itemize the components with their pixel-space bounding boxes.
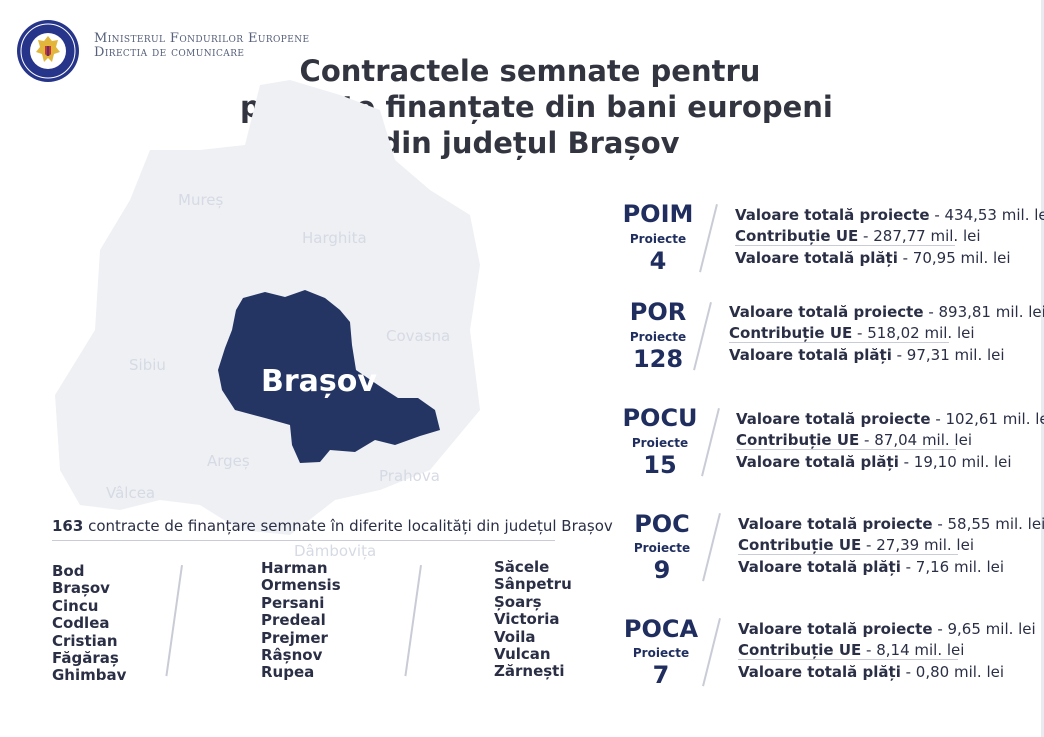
programme-eu-contribution: Contribuție UE - 518,02 mil. lei (729, 324, 975, 342)
locality-item: Victoria (494, 610, 560, 629)
programme-underline (729, 342, 949, 343)
locality-item: Prejmer (261, 628, 328, 647)
programme-name: POCU (622, 404, 698, 432)
programme-eu-contribution: Contribuție UE - 287,77 mil. lei (735, 227, 981, 245)
county-label-valcea: Vâlcea (106, 484, 156, 502)
programme-projects-count: 7 (652, 661, 670, 689)
county-label-dambovita: Dâmbovița (294, 542, 377, 560)
locality-item: Ghimbav (52, 666, 127, 685)
ministry-name: Ministerul Fondurilor Europene Directia … (94, 32, 309, 60)
contracts-summary: 163 contracte de finanțare semnate în di… (52, 517, 613, 535)
county-label-sibiu: Sibiu (129, 356, 166, 374)
programme-projects-label: Proiecte (629, 232, 687, 246)
locality-item: Brașov (52, 579, 110, 598)
title-line-1: Contractele semnate pentru (299, 54, 761, 88)
programme-projects-label: Proiecte (633, 541, 691, 555)
programme-total-value: Valoare totală proiecte - 9,65 mil. lei (738, 620, 1036, 638)
programme-total-payments: Valoare totală plăți - 97,31 mil. lei (729, 346, 1005, 364)
brasov-highlight-label: Brașov (261, 364, 377, 399)
programme-name: POR (629, 298, 687, 326)
programme-divider (702, 618, 721, 687)
government-seal-logo (17, 20, 79, 82)
programme-underline (738, 659, 958, 660)
localities-column-1: Bod Brașov Cincu Codlea Cristian Făgăraș… (52, 562, 127, 685)
county-map (55, 80, 480, 535)
locality-item: Săcele (494, 558, 550, 576)
programme-divider (701, 408, 720, 477)
programme-name: POC (634, 510, 690, 538)
county-label-covasna: Covasna (386, 327, 451, 345)
programme-underline (736, 449, 956, 450)
programme-projects-count: 15 (643, 451, 677, 479)
locality-item: Bod (52, 562, 85, 580)
locality-item: Cristian (52, 631, 118, 650)
localities-column-2: Harman Ormensis Persani Predeal Prejmer … (261, 559, 341, 682)
programme-projects-label: Proiecte (629, 330, 687, 344)
page-edge (1041, 0, 1044, 737)
programme-total-payments: Valoare totală plăți - 70,95 mil. lei (735, 249, 1011, 267)
brasov-county-shape (218, 290, 440, 463)
programme-name: POCA (623, 615, 699, 643)
contracts-caption: contracte de finanțare semnate în diferi… (88, 517, 613, 535)
programme-total-payments: Valoare totală plăți - 19,10 mil. lei (736, 453, 1012, 471)
programme-total-value: Valoare totală proiecte - 58,55 mil. lei (738, 515, 1044, 533)
programme-divider (702, 513, 721, 582)
ministry-line-1: Ministerul Fondurilor Europene (94, 31, 310, 46)
programme-total-payments: Valoare totală plăți - 7,16 mil. lei (738, 558, 1005, 576)
programme-projects-count: 9 (653, 556, 671, 584)
locality-item: Făgăraș (52, 649, 119, 668)
locality-item: Vulcan (494, 645, 551, 664)
programme-total-payments: Valoare totală plăți - 0,80 mil. lei (738, 663, 1005, 681)
column-divider (165, 565, 183, 677)
page-title: Contractele semnate pentru proiecte fina… (240, 53, 833, 161)
programme-projects-count: 4 (649, 247, 667, 275)
locality-item: Rupea (261, 663, 315, 682)
programme-underline (738, 554, 958, 555)
programme-total-value: Valoare totală proiecte - 434,53 mil. le… (735, 206, 1044, 224)
column-divider (404, 565, 422, 677)
programme-projects-count: 128 (632, 345, 684, 373)
locality-item: Ormensis (261, 576, 341, 595)
programme-name: POIM (622, 200, 694, 228)
county-label-prahova: Prahova (379, 467, 440, 485)
programme-projects-label: Proiecte (631, 436, 689, 450)
programme-eu-contribution: Contribuție UE - 87,04 mil. lei (736, 431, 972, 449)
contracts-underline (52, 540, 555, 541)
county-label-arges: Argeș (207, 452, 250, 470)
locality-item: Persani (261, 593, 325, 612)
ministry-line-2: Directia de comunicare (94, 45, 245, 60)
locality-item: Șoarș (494, 592, 542, 611)
county-label-harghita: Harghita (302, 229, 367, 247)
programme-total-value: Valoare totală proiecte - 102,61 mil. le… (736, 410, 1044, 428)
locality-item: Sânpetru (494, 575, 572, 594)
locality-item: Zărnești (494, 662, 565, 681)
programme-underline (735, 245, 955, 246)
programme-divider (699, 204, 718, 273)
locality-item: Predeal (261, 611, 326, 630)
contracts-count: 163 (52, 517, 84, 535)
programme-eu-contribution: Contribuție UE - 27,39 mil. lei (738, 536, 974, 554)
localities-column-3: Săcele Sânpetru Șoarș Victoria Voila Vul… (494, 558, 572, 681)
programme-projects-label: Proiecte (632, 646, 690, 660)
title-line-3: din județul Brașov (380, 126, 680, 160)
programme-total-value: Valoare totală proiecte - 893,81 mil. le… (729, 303, 1044, 321)
locality-item: Codlea (52, 614, 110, 633)
locality-item: Harman (261, 559, 328, 577)
locality-item: Voila (494, 627, 536, 646)
programme-eu-contribution: Contribuție UE - 8,14 mil. lei (738, 641, 965, 659)
locality-item: Râșnov (261, 646, 323, 665)
locality-item: Cincu (52, 596, 99, 615)
county-label-mures: Mureș (178, 191, 224, 209)
